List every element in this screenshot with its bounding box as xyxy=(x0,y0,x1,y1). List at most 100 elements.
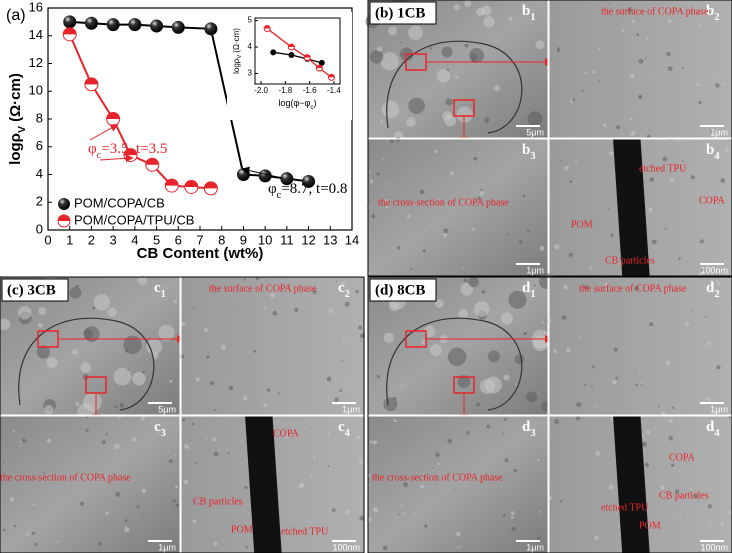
inset-marker-half xyxy=(288,44,295,48)
sem-texture xyxy=(85,428,89,432)
sem-texture xyxy=(190,442,193,445)
y-tick-label: 12 xyxy=(29,55,43,70)
image-note: CB particles xyxy=(659,490,709,501)
panel-frame xyxy=(367,276,732,553)
sem-texture xyxy=(404,512,407,515)
sem-texture xyxy=(638,368,642,371)
x-axis-label: CB Content (wt%) xyxy=(137,245,264,262)
annotation-part: φ xyxy=(268,181,277,197)
sem-texture xyxy=(716,282,721,286)
annotation-part: c xyxy=(97,150,102,161)
sem-texture xyxy=(518,240,523,244)
sem-texture xyxy=(477,196,481,200)
sem-texture xyxy=(408,25,423,40)
scale-label: 1μm xyxy=(710,404,728,414)
y-axis-label-part: logρ xyxy=(7,133,24,165)
sem-texture xyxy=(83,328,93,339)
sem-texture xyxy=(75,401,80,407)
sem-texture xyxy=(371,214,376,219)
sem-texture xyxy=(462,267,464,269)
sem-texture xyxy=(481,290,486,294)
sem-texture xyxy=(398,513,400,516)
sem-texture xyxy=(682,160,684,162)
sem-texture xyxy=(514,354,525,365)
sem-texture xyxy=(681,66,685,69)
sem-texture xyxy=(192,519,197,524)
sem-texture xyxy=(497,182,500,184)
sem-texture xyxy=(480,188,483,191)
sem-texture xyxy=(727,510,732,515)
inset-marker xyxy=(288,51,295,58)
scale-label: 100nm xyxy=(332,542,360,552)
marker xyxy=(203,181,218,196)
sem-texture xyxy=(698,400,701,403)
image-tag-sub: 2 xyxy=(714,12,719,23)
marker xyxy=(164,178,179,193)
sem-texture xyxy=(263,403,268,408)
y-tick-label: 14 xyxy=(29,27,43,42)
sem-texture xyxy=(575,160,578,164)
sem-texture xyxy=(502,432,505,435)
sem-texture xyxy=(630,131,636,136)
sem-texture xyxy=(414,512,417,515)
sem-texture xyxy=(507,232,510,235)
sem-texture xyxy=(568,252,574,257)
sem-texture xyxy=(679,516,682,519)
image-note: COPA xyxy=(669,452,696,463)
sem-texture xyxy=(591,365,595,369)
sem-texture xyxy=(310,474,313,477)
image-border xyxy=(548,415,732,553)
sem-texture xyxy=(195,377,200,382)
sem-texture xyxy=(105,511,109,515)
x-tick-label: 14 xyxy=(345,232,359,247)
sem-texture xyxy=(485,139,487,141)
inset-marker-half xyxy=(304,54,311,58)
sem-texture xyxy=(420,484,425,489)
image-tag: b4 xyxy=(706,142,720,161)
sem-photo xyxy=(549,277,732,415)
image-note: the surface of COPA phase xyxy=(601,6,709,17)
sem-texture xyxy=(400,504,403,507)
sem-texture xyxy=(575,416,581,421)
image-tag-sub: 2 xyxy=(345,289,350,300)
sem-texture xyxy=(584,71,587,75)
sem-texture xyxy=(285,434,289,438)
sem-texture xyxy=(445,98,453,106)
sem-texture xyxy=(515,383,518,386)
sem-texture xyxy=(244,485,248,490)
sem-texture xyxy=(710,279,713,283)
inset-x-label-part: ) xyxy=(314,98,317,108)
sem-texture xyxy=(595,450,601,456)
sem-texture xyxy=(468,276,479,288)
image-tag-letter: d xyxy=(522,419,531,435)
sem-texture xyxy=(644,57,647,60)
sem-texture xyxy=(227,452,230,455)
sem-texture xyxy=(393,419,397,423)
marker xyxy=(258,169,272,183)
x-tick-label: 6 xyxy=(175,232,182,247)
x-tick-label: 10 xyxy=(258,232,272,247)
sem-texture xyxy=(671,406,675,409)
inset-marker-half xyxy=(316,65,323,69)
sem-photo xyxy=(549,0,732,138)
sem-texture xyxy=(172,499,176,503)
sem-texture xyxy=(696,83,700,87)
sem-texture xyxy=(666,51,671,57)
sem-texture xyxy=(723,82,727,86)
sem-texture xyxy=(476,7,485,17)
sem-texture xyxy=(617,526,620,528)
sem-texture xyxy=(403,482,409,488)
sem-texture xyxy=(670,177,675,182)
inset-x-label-part: c xyxy=(310,104,313,111)
inset-x-label: log(φ−φc) xyxy=(278,98,316,111)
sem-texture xyxy=(380,52,399,71)
sem-image: d3 1μm the cross-section of COPA phase xyxy=(366,415,549,553)
sem-texture xyxy=(716,365,721,370)
image-border xyxy=(548,0,732,139)
sem-texture xyxy=(115,491,121,497)
sem-texture xyxy=(38,307,47,315)
sem-texture xyxy=(465,431,470,435)
inset-bg xyxy=(227,12,352,120)
sem-texture xyxy=(604,283,609,288)
